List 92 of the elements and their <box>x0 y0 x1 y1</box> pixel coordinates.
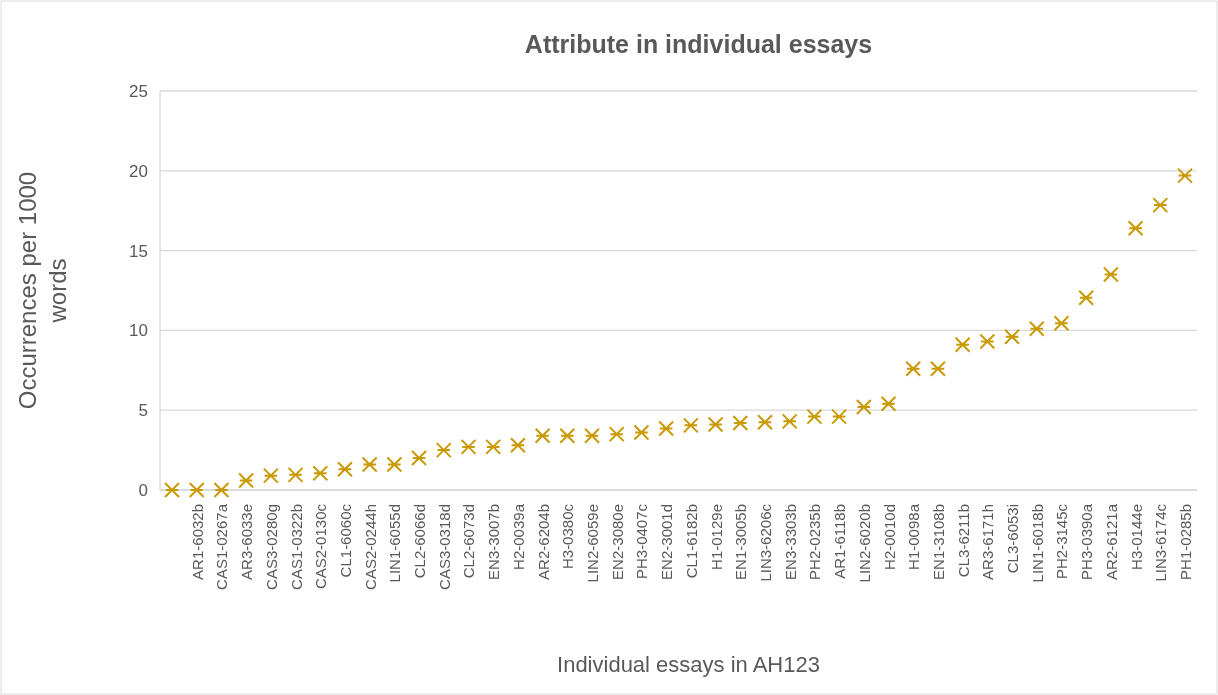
point <box>485 438 502 455</box>
y-tick-label: 15 <box>129 241 148 261</box>
x-tick-label: AR1-6118b <box>831 504 849 579</box>
x-tick-label: PH2-3145c <box>1053 503 1071 580</box>
x-tick-label: CAS2-0130c <box>312 503 330 590</box>
point <box>831 408 848 425</box>
x-tick-label: CL3-6053i <box>1004 504 1022 574</box>
x-tick-label: H3-0380c <box>559 503 577 570</box>
x-axis-title: Individual essays in AH123 <box>557 652 820 677</box>
point <box>460 438 477 455</box>
point <box>213 482 230 498</box>
point <box>534 427 551 444</box>
x-tick-label: CAS3-0280g <box>262 504 280 590</box>
x-tick-label: LIN2-6020b <box>855 504 873 583</box>
x-tick-label: AR3-6171h <box>979 504 997 580</box>
x-tick-label: EN3-3303b <box>781 504 799 580</box>
point <box>509 437 526 454</box>
x-tick-label: CAS1-0322b <box>287 504 305 590</box>
x-tick-label: H2-0039a <box>509 503 527 570</box>
point <box>682 417 699 434</box>
x-tick-label: EN2-3001d <box>658 504 676 580</box>
x-tick-label: AR2-6121a <box>1102 503 1120 580</box>
point <box>188 482 205 498</box>
point <box>658 420 675 437</box>
y-tick-label: 0 <box>138 480 148 500</box>
point <box>756 414 773 431</box>
point <box>1028 320 1045 337</box>
point <box>954 336 971 353</box>
point <box>312 465 329 482</box>
x-tick-label: CL2-6066d <box>411 504 429 579</box>
point <box>633 424 650 441</box>
point <box>781 413 798 430</box>
x-tick-label: LIN2-6059e <box>584 504 602 583</box>
y-axis-title: Occurrences per 1000 words <box>14 171 71 410</box>
point <box>1078 289 1095 306</box>
x-tick-label: H2-0010d <box>880 504 898 570</box>
y-tick-label: 5 <box>138 401 148 421</box>
x-tick-label: CAS1-0267a <box>213 503 231 590</box>
point <box>287 466 304 483</box>
x-tick-label: EN1-3005b <box>732 504 750 580</box>
point <box>880 395 897 412</box>
x-tick-label: PH3-0390a <box>1078 503 1096 580</box>
point <box>806 408 823 425</box>
point <box>262 467 279 484</box>
x-tick-label: CL1-6182b <box>682 504 700 579</box>
point <box>361 456 378 473</box>
x-tick-label: H3-0144e <box>1127 504 1145 570</box>
chart-title: Attribute in individual essays <box>524 30 873 58</box>
point <box>732 414 749 431</box>
x-tick-label: H1-0129e <box>707 504 725 570</box>
point <box>559 427 576 444</box>
y-tick-label: 10 <box>129 321 148 341</box>
point <box>1053 315 1070 332</box>
point <box>1152 197 1169 214</box>
x-tick-label: CL3-6211b <box>954 504 972 578</box>
point <box>1177 167 1193 184</box>
y-tick-label: 25 <box>129 81 148 101</box>
x-tick-label: AR2-6204b <box>534 504 552 580</box>
point <box>1127 220 1144 237</box>
point <box>855 399 872 416</box>
x-tick-label: AR3-6033e <box>238 504 256 580</box>
x-tick-label: AR1-6032b <box>188 504 206 580</box>
point <box>905 360 922 377</box>
point <box>411 450 428 467</box>
x-tick-label: LIN1-6018b <box>1028 504 1046 583</box>
x-tick-label: CL1-6060c <box>336 503 354 578</box>
point <box>435 442 452 459</box>
point <box>584 427 601 444</box>
x-tick-label: LIN3-6206c <box>756 503 774 582</box>
point <box>979 333 996 350</box>
x-tick-label: EN1-3108b <box>929 504 947 580</box>
x-tick-label: CAS3-0318d <box>435 504 453 590</box>
x-tick-label: H1-0098a <box>905 503 923 570</box>
point <box>336 461 353 478</box>
point <box>386 456 403 473</box>
point <box>1004 328 1021 345</box>
point <box>608 426 625 443</box>
x-tick-label: CL2-6073d <box>460 504 478 579</box>
point <box>929 360 946 377</box>
point <box>164 482 180 498</box>
x-tick-label: LIN3-6174c <box>1152 503 1170 582</box>
x-tick-label: EN2-3080e <box>608 504 626 580</box>
point <box>707 416 724 433</box>
x-tick-label: LIN1-6055d <box>386 504 404 583</box>
point <box>238 472 255 489</box>
x-tick-label: PH3-0407c <box>633 503 651 580</box>
x-tick-label: PH2-0235b <box>806 504 824 580</box>
x-tick-label: PH1-0285b <box>1177 504 1194 580</box>
point <box>1102 266 1119 283</box>
x-tick-label: CAS2-0244h <box>361 504 379 590</box>
y-tick-label: 20 <box>129 161 148 181</box>
x-tick-label: EN3-3007b <box>485 504 503 580</box>
